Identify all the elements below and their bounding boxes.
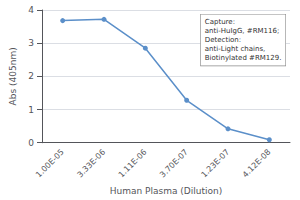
svg-text:1.11E-06: 1.11E-06: [117, 148, 149, 180]
svg-text:1: 1: [28, 105, 34, 115]
svg-text:4: 4: [28, 5, 34, 15]
svg-text:anti-HuIgG, #RM116;: anti-HuIgG, #RM116;: [205, 27, 280, 35]
svg-text:3.33E-06: 3.33E-06: [75, 148, 107, 180]
svg-text:0: 0: [28, 138, 34, 148]
svg-text:Capture:: Capture:: [205, 18, 235, 26]
svg-text:Biotinylated #RM129.: Biotinylated #RM129.: [205, 54, 282, 62]
svg-text:4.12E-08: 4.12E-08: [241, 148, 273, 180]
svg-text:Detection:: Detection:: [205, 36, 241, 44]
svg-text:3.70E-07: 3.70E-07: [158, 148, 190, 180]
svg-text:anti-Light chains,: anti-Light chains,: [205, 45, 265, 53]
svg-text:Abs (405nm): Abs (405nm): [8, 47, 18, 105]
svg-text:2: 2: [28, 71, 34, 81]
svg-text:1.23E-07: 1.23E-07: [199, 148, 231, 180]
svg-text:3: 3: [28, 38, 34, 48]
svg-text:Human Plasma (Dilution): Human Plasma (Dilution): [110, 186, 223, 196]
svg-text:1.00E-05: 1.00E-05: [34, 148, 66, 180]
